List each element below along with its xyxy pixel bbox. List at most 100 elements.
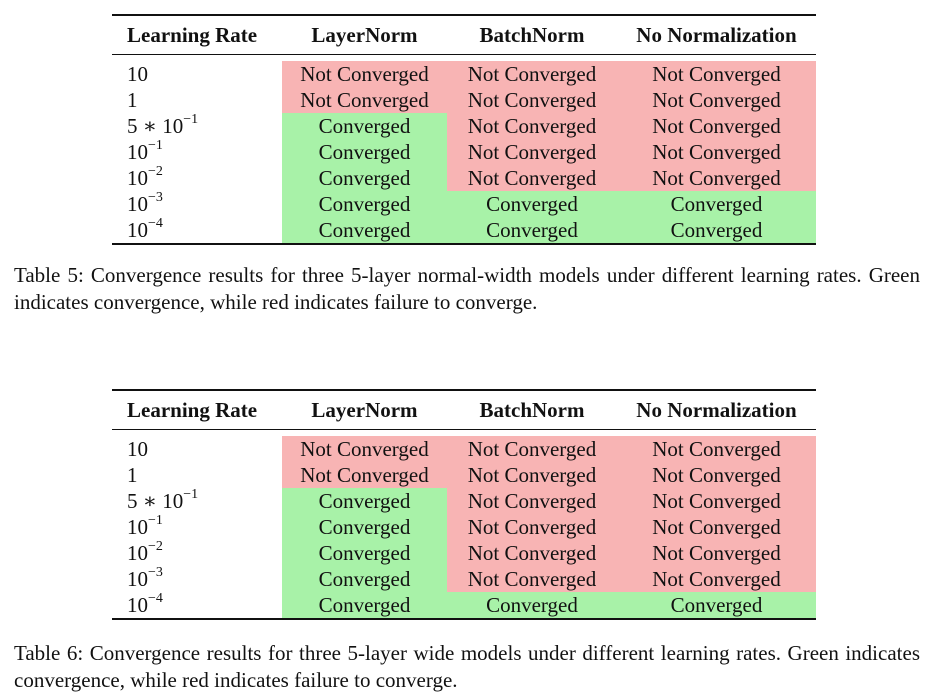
learning-rate-exponent: −1 [183,487,199,502]
no-normalization-result-cell: Not Converged [617,540,816,566]
learning-rate-cell: 10−1 [112,514,282,540]
no-normalization-result-cell: Converged [617,592,816,619]
table-row: 10−1 Converged Not Converged Not Converged [112,139,816,165]
learning-rate-cell: 1 [112,462,282,488]
batchnorm-result-cell: Not Converged [447,514,617,540]
batchnorm-result-cell: Not Converged [447,55,617,87]
column-header-layernorm: LayerNorm [311,397,418,422]
table-row: 1 Not Converged Not Converged Not Converged [112,462,816,488]
learning-rate-cell: 10−3 [112,191,282,217]
layernorm-result-cell: Converged [282,113,447,139]
table-5-caption: Table 5: Convergence results for three 5… [14,263,920,314]
table-row: 10−3 Converged Converged Converged [112,191,816,217]
table-row: 10−4 Converged Converged Converged [112,217,816,244]
layernorm-result-cell: Not Converged [282,55,447,87]
no-normalization-result-cell: Converged [617,191,816,217]
learning-rate-base: 1 [127,463,138,487]
convergence-table-normal-width: Learning Rate LayerNorm BatchNorm No Nor… [112,14,816,245]
learning-rate-exponent: −1 [148,513,163,528]
table-row: 10−3 Converged Not Converged Not Converged [112,566,816,592]
column-header-no-normalization: No Normalization [636,22,797,47]
layernorm-result-cell: Converged [282,540,447,566]
batchnorm-result-cell: Converged [447,191,617,217]
table-header-row: Learning Rate LayerNorm BatchNorm No Nor… [112,15,816,55]
table-row: 10−1 Converged Not Converged Not Converged [112,514,816,540]
learning-rate-exponent: −2 [148,539,163,554]
batchnorm-result-cell: Not Converged [447,488,617,514]
table-row: 10−2 Converged Not Converged Not Converged [112,540,816,566]
column-header-layernorm: LayerNorm [311,22,418,47]
learning-rate-cell: 10−4 [112,217,282,244]
convergence-table-wide: Learning Rate LayerNorm BatchNorm No Nor… [112,389,816,620]
layernorm-result-cell: Converged [282,592,447,619]
learning-rate-base: 10 [127,192,148,216]
table-row: 5 ∗ 10−1 Converged Not Converged Not Conver… [112,488,816,514]
batchnorm-result-cell: Converged [447,217,617,244]
learning-rate-cell: 10 [112,430,282,463]
table-row: 1 Not Converged Not Converged Not Converged [112,87,816,113]
learning-rate-cell: 10 [112,55,282,88]
learning-rate-cell: 10−2 [112,165,282,191]
column-header-learning-rate: Learning Rate [127,397,258,422]
layernorm-result-cell: Converged [282,217,447,244]
learning-rate-exponent: −1 [183,112,199,127]
no-normalization-result-cell: Not Converged [617,139,816,165]
no-normalization-result-cell: Not Converged [617,430,816,462]
learning-rate-cell: 1 [112,87,282,113]
column-header-learning-rate: Learning Rate [127,22,258,47]
learning-rate-exponent: −2 [148,164,163,179]
learning-rate-base: 10 [127,515,148,539]
batchnorm-result-cell: Not Converged [447,566,617,592]
table-row: 10−4 Converged Converged Converged [112,592,816,619]
learning-rate-cell: 5 ∗ 10−1 [112,113,282,139]
batchnorm-result-cell: Not Converged [447,87,617,113]
table-row: 10 Not Converged Not Converged Not Converge… [112,55,816,88]
no-normalization-result-cell: Not Converged [617,566,816,592]
batchnorm-result-cell: Not Converged [447,165,617,191]
no-normalization-result-cell: Not Converged [617,165,816,191]
layernorm-result-cell: Converged [282,488,447,514]
no-normalization-result-cell: Not Converged [617,488,816,514]
learning-rate-base: 10 [127,166,148,190]
learning-rate-base: 10 [127,437,148,461]
learning-rate-exponent: −3 [148,190,163,205]
batchnorm-result-cell: Not Converged [447,139,617,165]
learning-rate-exponent: −4 [148,591,163,606]
table-header-row: Learning Rate LayerNorm BatchNorm No Nor… [112,390,816,430]
no-normalization-result-cell: Not Converged [617,462,816,488]
batchnorm-result-cell: Not Converged [447,540,617,566]
learning-rate-base: 5 ∗ 10 [127,489,184,513]
learning-rate-exponent: −1 [148,138,163,153]
layernorm-result-cell: Not Converged [282,87,447,113]
learning-rate-base: 1 [127,88,138,112]
learning-rate-base: 5 ∗ 10 [127,114,184,138]
learning-rate-cell: 5 ∗ 10−1 [112,488,282,514]
learning-rate-base: 10 [127,62,148,86]
layernorm-result-cell: Converged [282,514,447,540]
learning-rate-base: 10 [127,567,148,591]
learning-rate-base: 10 [127,593,148,617]
column-header-batchnorm: BatchNorm [479,397,585,422]
no-normalization-result-cell: Not Converged [617,87,816,113]
layernorm-result-cell: Not Converged [282,462,447,488]
table-row: 5 ∗ 10−1 Converged Not Converged Not Conver… [112,113,816,139]
learning-rate-exponent: −3 [148,565,163,580]
no-normalization-result-cell: Not Converged [617,55,816,87]
table-row: 10 Not Converged Not Converged Not Converge… [112,430,816,463]
learning-rate-cell: 10−1 [112,139,282,165]
batchnorm-result-cell: Converged [447,592,617,619]
layernorm-result-cell: Converged [282,191,447,217]
no-normalization-result-cell: Not Converged [617,514,816,540]
no-normalization-result-cell: Converged [617,217,816,244]
learning-rate-cell: 10−3 [112,566,282,592]
learning-rate-base: 10 [127,140,148,164]
learning-rate-exponent: −4 [148,216,163,231]
learning-rate-base: 10 [127,541,148,565]
layernorm-result-cell: Converged [282,165,447,191]
table-6: Learning Rate LayerNorm BatchNorm No Nor… [112,389,816,620]
table-5: Learning Rate LayerNorm BatchNorm No Nor… [112,14,816,245]
learning-rate-cell: 10−2 [112,540,282,566]
batchnorm-result-cell: Not Converged [447,430,617,462]
no-normalization-result-cell: Not Converged [617,113,816,139]
column-header-batchnorm: BatchNorm [479,22,585,47]
